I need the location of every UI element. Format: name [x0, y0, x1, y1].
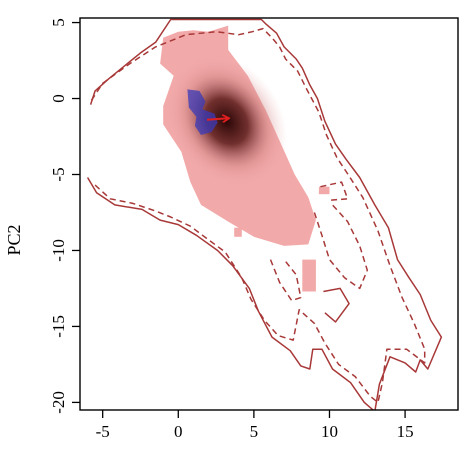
y-axis-title: PC2: [4, 224, 24, 255]
y-axis: 5 0 -5 -10 -15 -20: [49, 18, 80, 414]
blue-region: [187, 89, 218, 135]
contour-line-dashed: [269, 259, 302, 302]
x-tick-label: 0: [174, 422, 183, 441]
x-tick-label: 15: [397, 422, 414, 441]
y-tick-label: 5: [49, 18, 68, 27]
density-island: [318, 186, 330, 195]
contour-line-dashed: [320, 181, 349, 202]
x-axis: -5 0 5 10 15: [96, 410, 414, 441]
y-tick-label: -15: [49, 315, 68, 338]
density-island: [302, 259, 316, 292]
y-tick-label: -20: [49, 391, 68, 414]
y-tick-label: 0: [49, 94, 68, 103]
density-island: [234, 227, 242, 237]
direction-arrow: [206, 118, 228, 120]
x-tick-label: 10: [321, 422, 338, 441]
plot-area: [86, 18, 443, 410]
y-tick-label: -5: [49, 167, 68, 181]
x-tick-label: 5: [250, 422, 259, 441]
x-tick-label: -5: [96, 422, 110, 441]
contour-line-solid: [86, 18, 443, 410]
plot-frame: [79, 17, 459, 411]
y-tick-label: -10: [49, 239, 68, 262]
contour-line-solid: [323, 287, 350, 323]
contour-line-dashed: [313, 204, 369, 290]
contour-line-dashed: [89, 27, 426, 404]
